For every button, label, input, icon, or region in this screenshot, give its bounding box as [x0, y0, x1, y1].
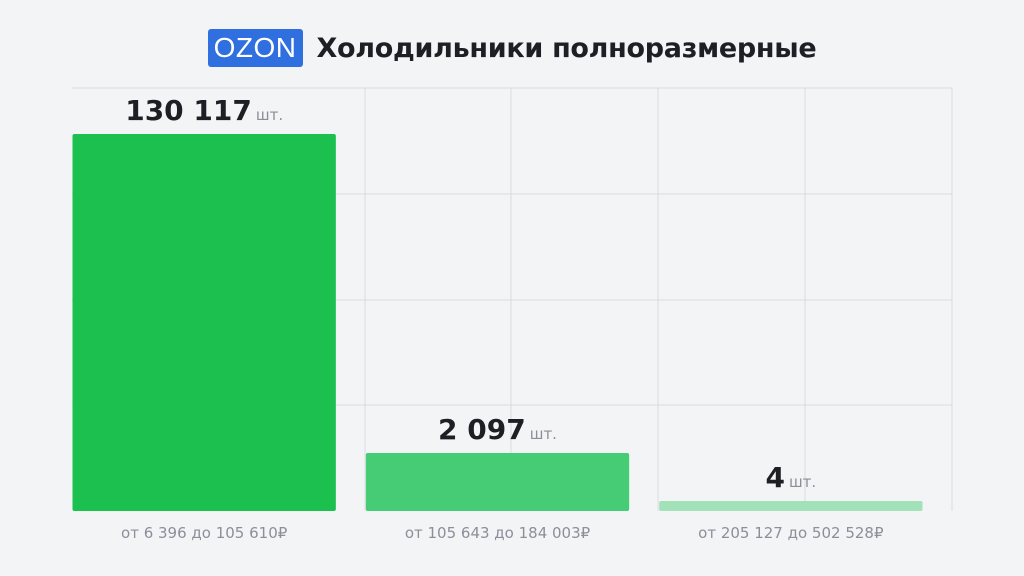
bar-value-number: 130 117 [125, 94, 252, 127]
chart-header: OZON Холодильники полноразмерные [0, 26, 1024, 70]
bar [659, 501, 923, 511]
category-label: от 105 643 до 184 003₽ [405, 524, 591, 542]
bar [365, 453, 630, 511]
bar-value-number: 4 [765, 461, 784, 494]
category-label: от 205 127 до 502 528₽ [698, 524, 884, 542]
bar-value-label: 130 117 шт. [125, 94, 283, 127]
bar-value-label: 2 097 шт. [438, 413, 557, 446]
bar-value-unit: шт. [256, 106, 283, 124]
ozon-logo: OZON [207, 29, 303, 67]
category-label: от 6 396 до 105 610₽ [121, 524, 288, 542]
bar-value-number: 2 097 [438, 413, 526, 446]
bar-value-unit: шт. [789, 473, 816, 491]
bar [72, 134, 336, 511]
bar-value-unit: шт. [530, 425, 557, 443]
bar-value-label: 4 шт. [765, 461, 816, 494]
chart-title: Холодильники полноразмерные [316, 32, 817, 64]
